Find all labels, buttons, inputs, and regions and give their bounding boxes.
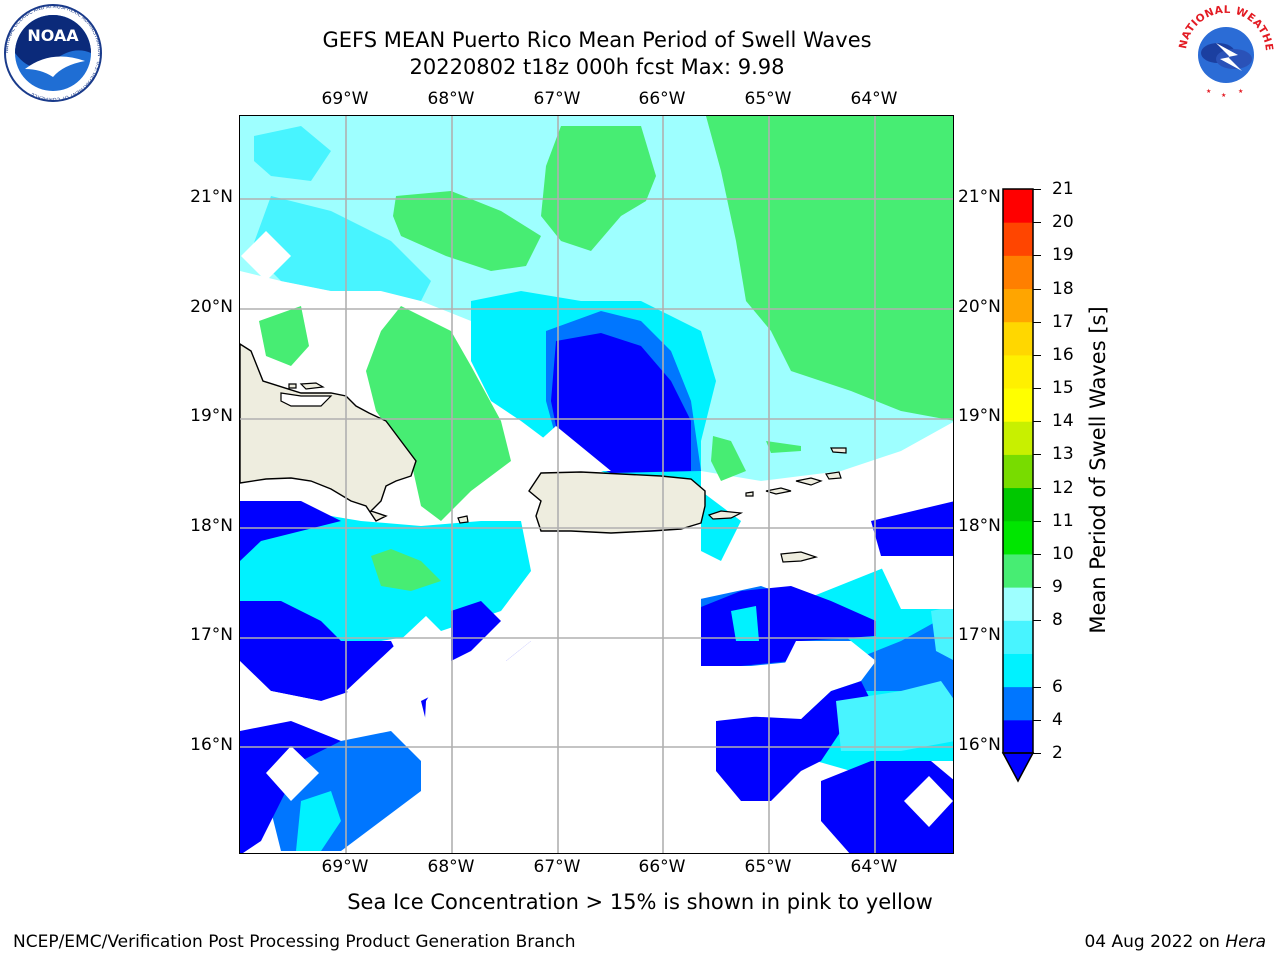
- chart-subtitle: 20220802 t18z 000h fcst Max: 9.98: [409, 55, 785, 79]
- colorbar-tick-mark: [1033, 189, 1041, 190]
- colorbar-band: [1003, 354, 1033, 389]
- puerto-rico-land: [528, 471, 706, 534]
- colorbar-tick-mark: [1033, 288, 1041, 290]
- lat-label-right: 21°N: [958, 187, 1001, 207]
- colorbar-tick-mark: [1033, 454, 1041, 456]
- colorbar-tick-label: 12: [1052, 477, 1074, 498]
- colorbar-tick-label: 18: [1052, 278, 1074, 299]
- colorbar-tick-mark: [1033, 421, 1041, 423]
- lon-label-top: 67°W: [533, 89, 581, 109]
- lat-label-left: 17°N: [190, 625, 233, 645]
- svg-text:★: ★: [1221, 92, 1226, 99]
- lon-label-top: 68°W: [427, 89, 475, 109]
- colorbar-band: [1003, 454, 1033, 489]
- colorbar-tick-label: 4: [1052, 709, 1063, 730]
- host-text: Hera: [1225, 932, 1266, 952]
- colorbar-tick-mark: [1033, 255, 1041, 257]
- colorbar-tick-mark: [1033, 753, 1041, 754]
- colorbar-tick-label: 15: [1052, 378, 1074, 399]
- colorbar-tick-label: 2: [1052, 743, 1063, 763]
- colorbar-tick-label: 14: [1052, 411, 1074, 432]
- colorbar-tick-label: 11: [1052, 510, 1074, 531]
- lat-label-right: 17°N: [958, 625, 1001, 645]
- lat-label-left: 20°N: [190, 297, 233, 317]
- colorbar-band: [1003, 255, 1033, 290]
- colorbar-band: [1003, 388, 1033, 422]
- colorbar-tick-mark: [1033, 587, 1041, 589]
- colorbar-tick-label: 13: [1052, 444, 1074, 465]
- lon-label-bottom: 67°W: [533, 857, 581, 877]
- colorbar-tick-label: 8: [1052, 610, 1063, 631]
- lon-label-top: 69°W: [321, 89, 369, 109]
- swell-period-field: [240, 116, 953, 853]
- colorbar-tick-label: 17: [1052, 311, 1074, 332]
- svg-text:★: ★: [1206, 88, 1211, 95]
- nws-logo: NATIONAL WEATHER SERVICE ★ ★ ★: [1176, 3, 1275, 100]
- lon-label-bottom: 69°W: [321, 857, 369, 877]
- noaa-logo: NOAA NATIONAL OCEANIC AND ATMOSPHERIC AD…: [4, 4, 102, 102]
- lon-label-bottom: 66°W: [638, 857, 686, 877]
- colorbar-tick-label: 6: [1052, 676, 1063, 697]
- date-stamp: 04 Aug 2022 on Hera: [1084, 932, 1266, 952]
- colorbar-tick-mark: [1033, 520, 1041, 522]
- colorbar-band: [1003, 719, 1033, 754]
- colorbar-band: [1003, 620, 1033, 654]
- colorbar-tick-mark: [1033, 487, 1041, 489]
- lat-label-left: 16°N: [190, 735, 233, 755]
- colorbar-tick-mark: [1033, 686, 1041, 688]
- lat-label-left: 19°N: [190, 406, 233, 426]
- gridlines: [240, 116, 953, 853]
- lon-label-top: 66°W: [638, 89, 686, 109]
- colorbar-tick-mark: [1033, 321, 1041, 323]
- colorbar-band: [1003, 421, 1033, 455]
- colorbar-band: [1003, 520, 1033, 555]
- colorbar-band: [1003, 288, 1033, 323]
- noaa-logo-text: NOAA: [27, 26, 79, 45]
- colorbar-band: [1003, 321, 1033, 356]
- colorbar-band: [1003, 653, 1033, 688]
- lat-label-left: 18°N: [190, 516, 233, 536]
- colorbar-band: [1003, 553, 1033, 588]
- colorbar-tick-mark: [1033, 354, 1041, 356]
- lon-label-bottom: 68°W: [427, 857, 475, 877]
- lon-label-top: 65°W: [744, 89, 792, 109]
- lon-label-bottom: 64°W: [850, 857, 898, 877]
- lat-label-left: 21°N: [190, 187, 233, 207]
- date-text: 04 Aug 2022 on: [1084, 932, 1226, 952]
- colorbar-tick-label: 19: [1052, 245, 1074, 266]
- colorbar-tick-label: 10: [1052, 543, 1074, 564]
- colorbar-tick-label: 20: [1052, 212, 1074, 233]
- colorbar-outline: [1002, 188, 1034, 754]
- colorbar-tick-mark: [1033, 222, 1041, 224]
- colorbar-tick-label: 21: [1052, 179, 1074, 199]
- sea-ice-note: Sea Ice Concentration > 15% is shown in …: [347, 890, 933, 914]
- svg-text:★: ★: [1238, 88, 1243, 95]
- colorbar-tick-mark: [1033, 719, 1041, 721]
- hispaniola-land: [240, 343, 417, 522]
- lon-label-top: 64°W: [850, 89, 898, 109]
- colorbar-tick-mark: [1033, 620, 1041, 622]
- credit-text: NCEP/EMC/Verification Post Processing Pr…: [13, 932, 576, 952]
- colorbar-band: [1003, 587, 1033, 621]
- colorbar-tick-mark: [1033, 388, 1041, 390]
- chart-title: GEFS MEAN Puerto Rico Mean Period of Swe…: [322, 28, 872, 52]
- lat-label-right: 20°N: [958, 297, 1001, 317]
- colorbar-label: Mean Period of Swell Waves [s]: [1086, 306, 1110, 634]
- colorbar-band: [1003, 487, 1033, 522]
- lat-label-right: 19°N: [958, 406, 1001, 426]
- colorbar-tick-label: 16: [1052, 344, 1074, 365]
- lat-label-right: 18°N: [958, 516, 1001, 536]
- colorbar-extend-min: [1001, 752, 1035, 783]
- colorbar-band: [1003, 189, 1033, 223]
- lon-label-bottom: 65°W: [744, 857, 792, 877]
- colorbar-band: [1003, 686, 1033, 721]
- colorbar-band: [1003, 222, 1033, 256]
- lat-label-right: 16°N: [958, 735, 1001, 755]
- colorbar-tick-label: 9: [1052, 577, 1063, 598]
- colorbar: [1001, 188, 1035, 783]
- map-panel[interactable]: [239, 115, 954, 854]
- colorbar-tick-mark: [1033, 553, 1041, 555]
